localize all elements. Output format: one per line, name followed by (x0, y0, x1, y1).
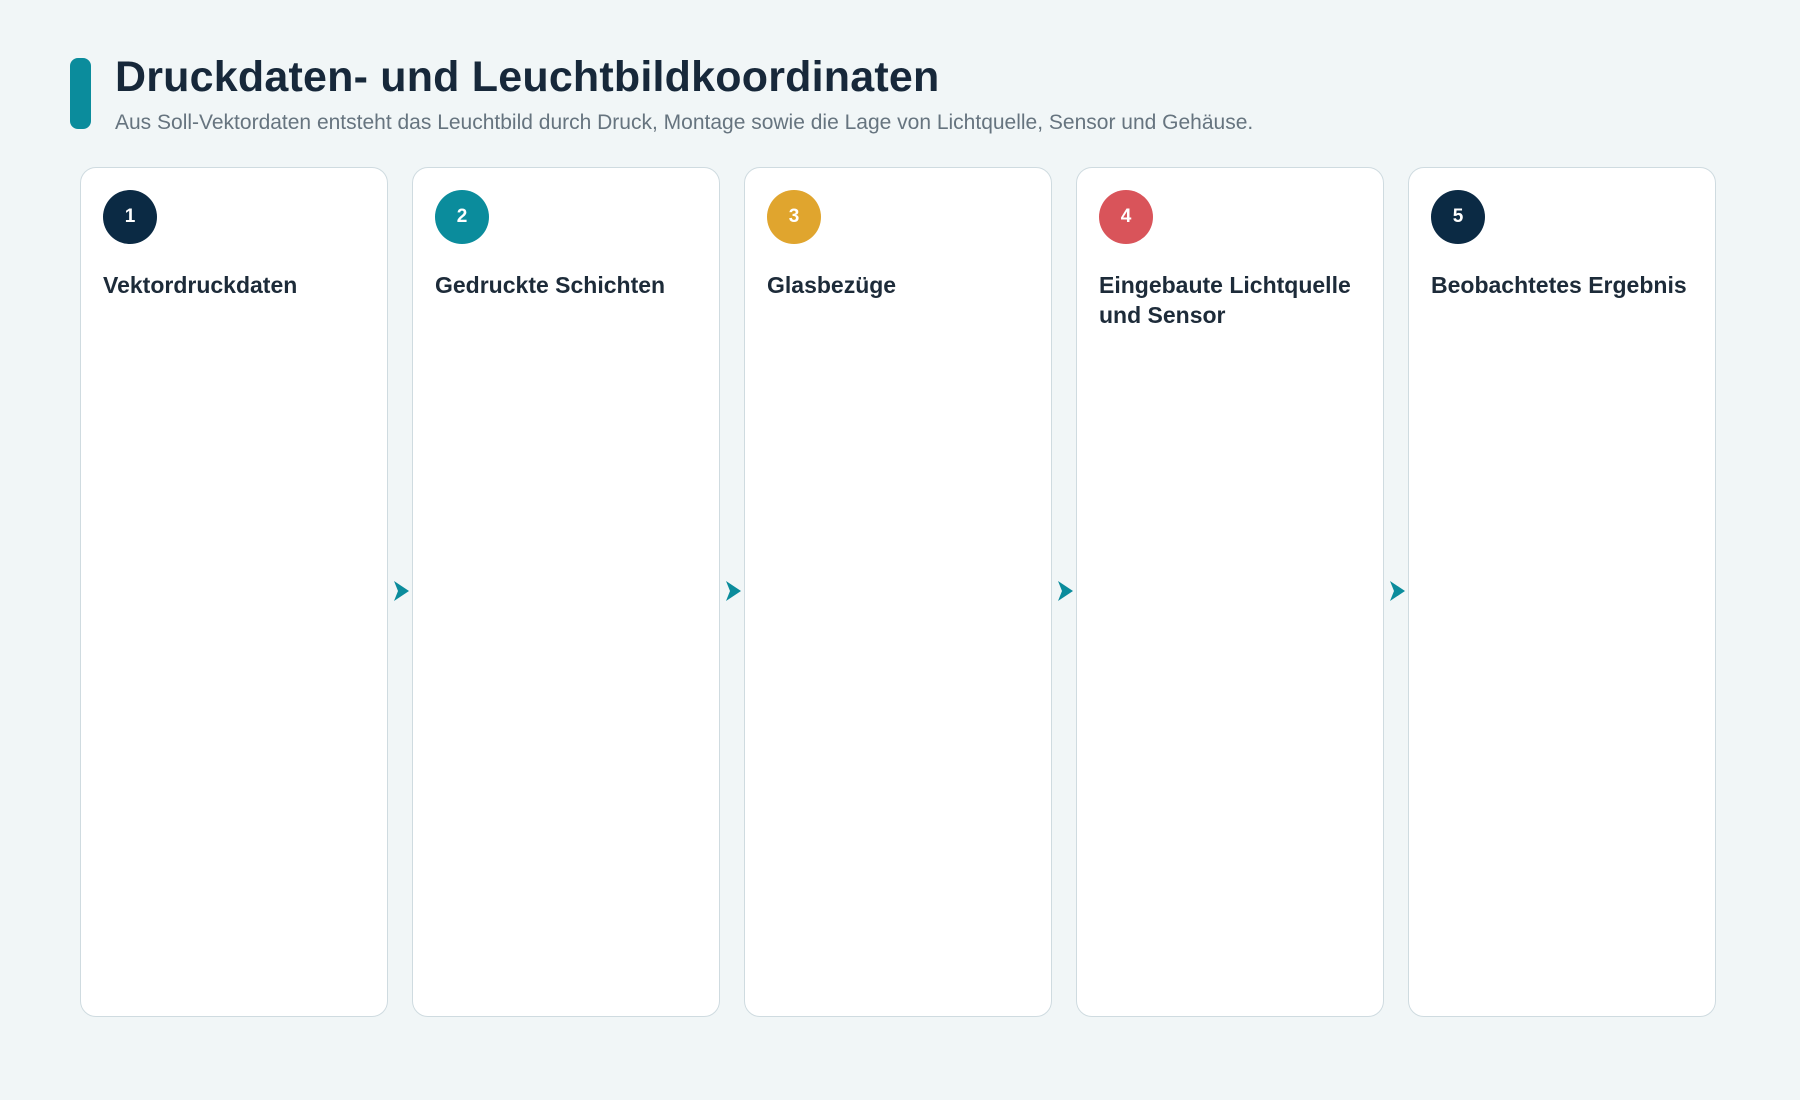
flow-arrow-icon (1058, 581, 1073, 601)
page-header: Druckdaten- und Leuchtbildkoordinaten Au… (70, 53, 1670, 135)
title-accent-bar (70, 58, 91, 129)
step-title: Eingebaute Lichtquelle und Sensor (1099, 272, 1351, 328)
step-number-badge: 5 (1431, 190, 1485, 244)
flow-arrow-icon (394, 581, 409, 601)
step-number-badge: 2 (435, 190, 489, 244)
flow-arrow-icon (726, 581, 741, 601)
step-title: Vektordruckdaten (103, 272, 298, 298)
page-subtitle: Aus Soll-Vektordaten entsteht das Leucht… (115, 111, 1254, 134)
step-card-5: 5 Beobachtetes Ergebnis (1408, 167, 1716, 1017)
step-card-1: 1 Vektordruckdaten (80, 167, 388, 1017)
step-title: Gedruckte Schichten (435, 272, 666, 298)
flow-arrow-icon (1390, 581, 1405, 601)
step-number-badge: 1 (103, 190, 157, 244)
step-title: Beobachtetes Ergebnis (1431, 272, 1687, 298)
process-flow: 1 Vektordruckdaten 2 Gedruckte Schichten… (80, 167, 1720, 1020)
step-card-2: 2 Gedruckte Schichten (412, 167, 720, 1017)
step-card-3: 3 Glasbezüge (744, 167, 1052, 1017)
step-number-badge: 3 (767, 190, 821, 244)
step-number-badge: 4 (1099, 190, 1153, 244)
step-card-4: 4 Eingebaute Lichtquelle und Sensor (1076, 167, 1384, 1017)
page-title: Druckdaten- und Leuchtbildkoordinaten (115, 53, 940, 101)
step-title: Glasbezüge (767, 272, 897, 298)
